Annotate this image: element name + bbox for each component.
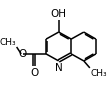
Text: O: O (30, 68, 38, 78)
Text: O: O (19, 49, 27, 59)
Text: OH: OH (51, 9, 67, 19)
Text: N: N (55, 63, 62, 73)
Text: CH₃: CH₃ (90, 69, 107, 78)
Text: CH₃: CH₃ (0, 37, 16, 46)
